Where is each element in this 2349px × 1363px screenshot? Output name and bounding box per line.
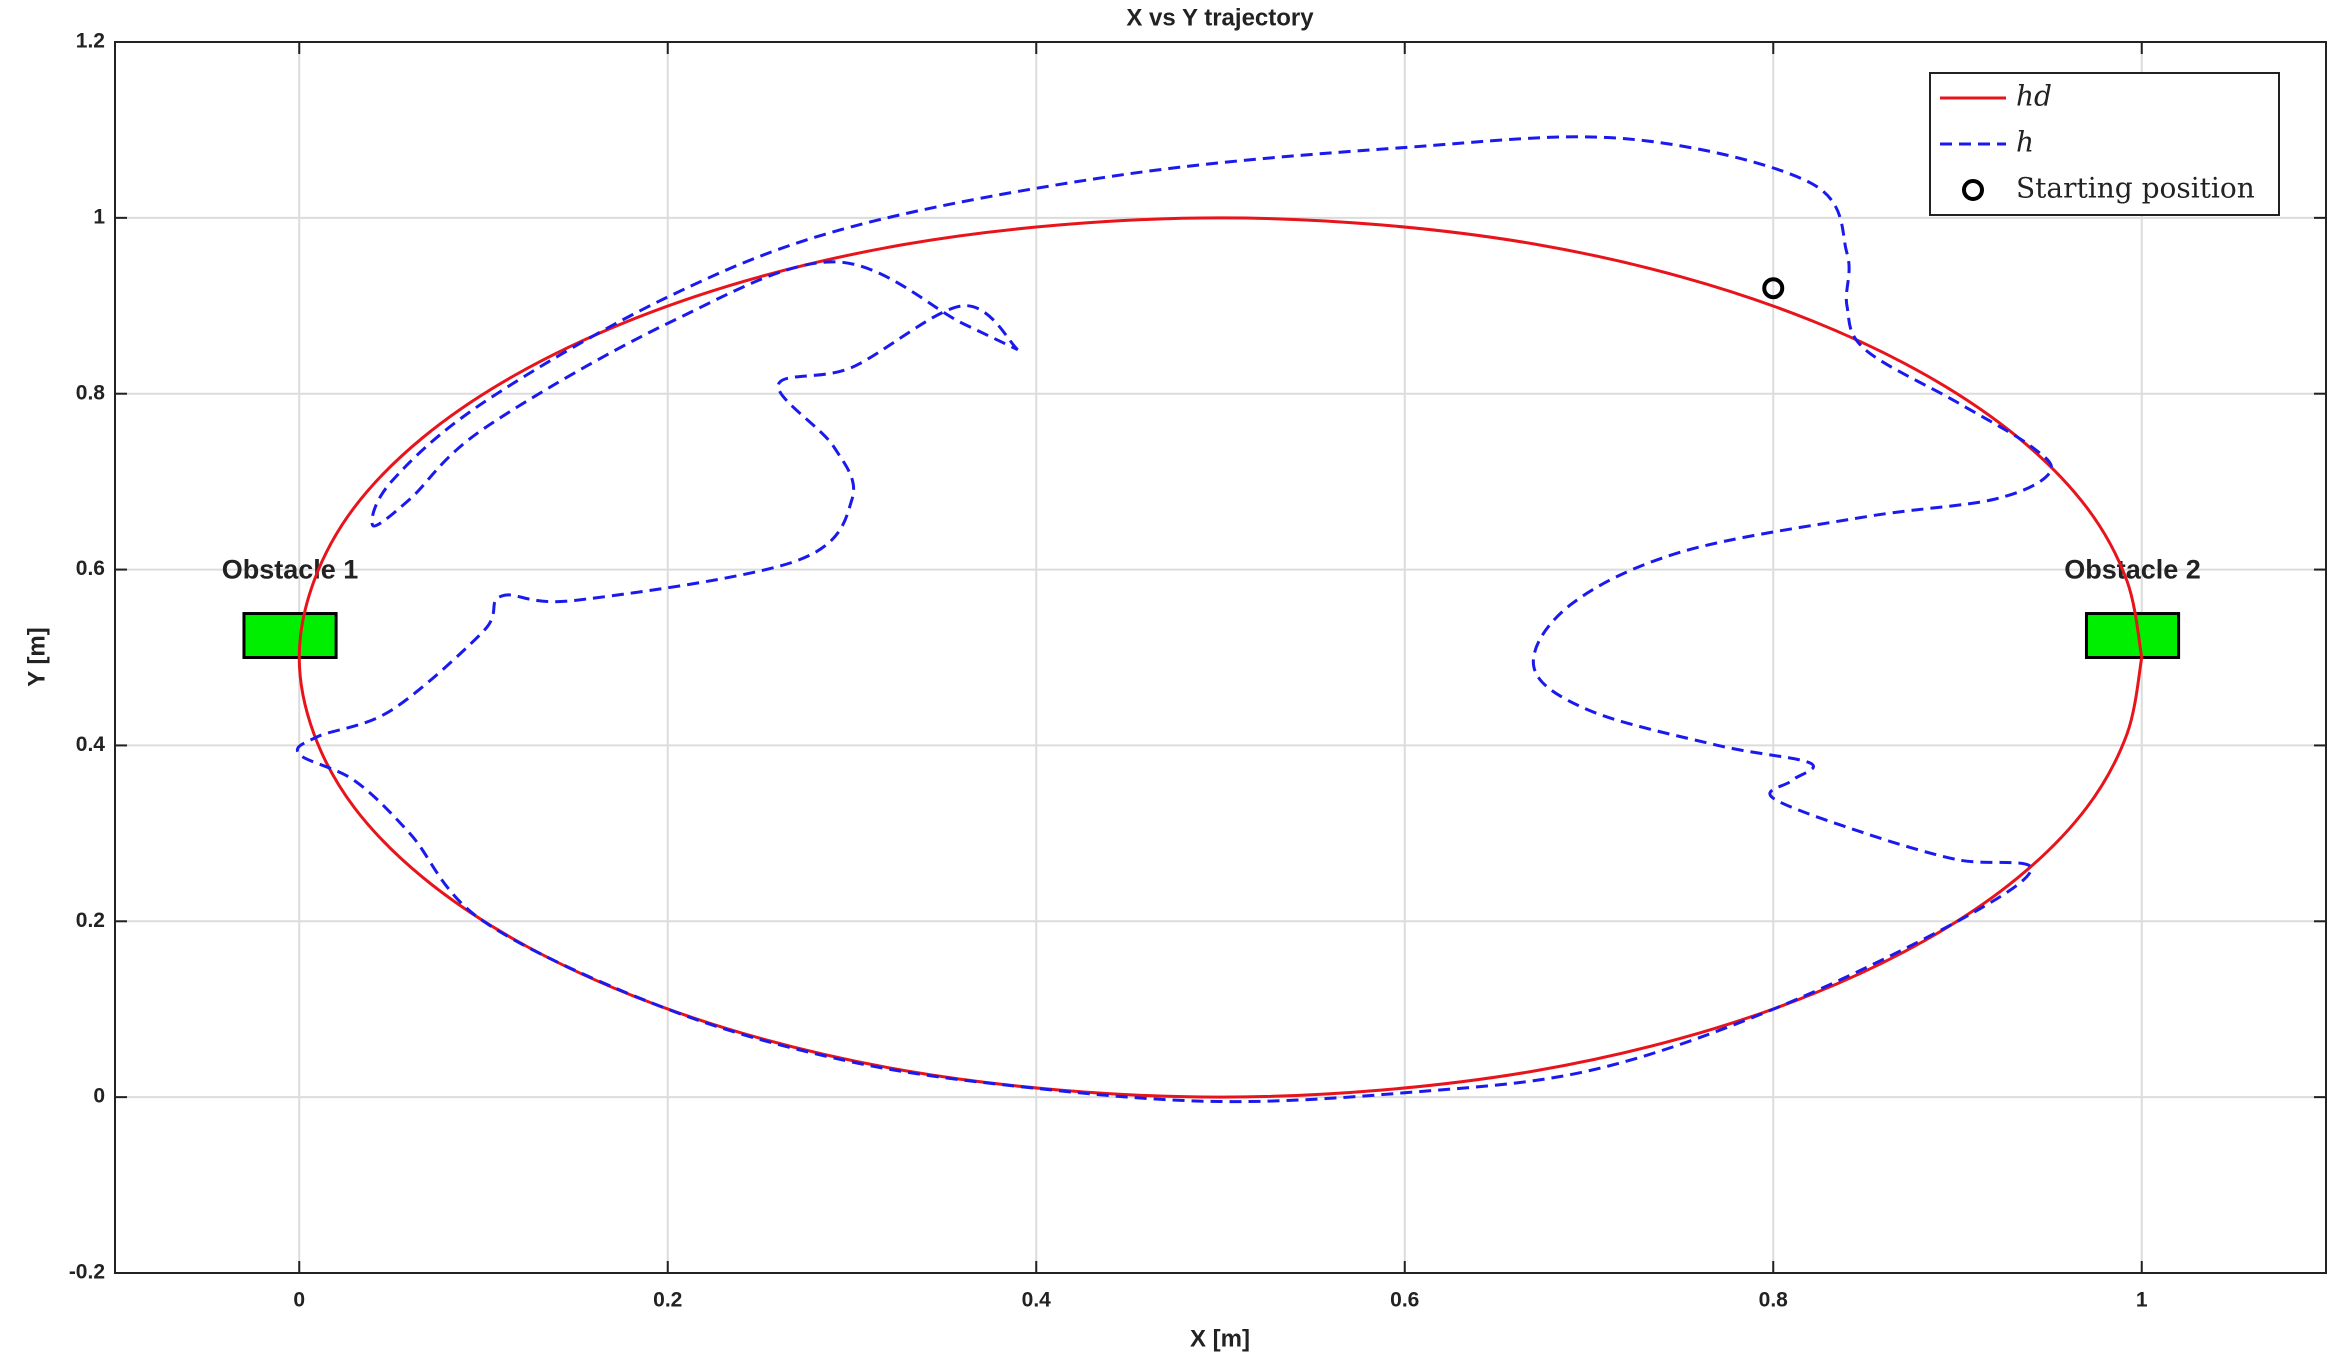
x-tick-label: 0.4 bbox=[1022, 1289, 1052, 1312]
chart-title: X vs Y trajectory bbox=[1126, 4, 1314, 31]
x-tick-label: 0.8 bbox=[1759, 1289, 1789, 1312]
trajectory-line bbox=[297, 216, 2144, 1099]
y-axis-label: Y [m] bbox=[23, 627, 50, 687]
obstacle-label: Obstacle 1 bbox=[222, 555, 359, 585]
plot-frame bbox=[114, 41, 2327, 1274]
y-tick-label: 0 bbox=[93, 1085, 105, 1108]
y-tick-label: 1.2 bbox=[76, 30, 105, 53]
legend-label: h bbox=[2016, 126, 2034, 159]
legend-marker bbox=[1962, 179, 1984, 201]
y-tick-label: 0.4 bbox=[76, 733, 106, 756]
y-tick-label: 0.8 bbox=[76, 381, 106, 404]
trajectory-line bbox=[295, 135, 2053, 1104]
x-tick-label: 0.2 bbox=[653, 1289, 682, 1312]
x-tick-label: 0 bbox=[293, 1289, 305, 1312]
start-marker bbox=[1762, 277, 1785, 300]
x-tick-label: 0.6 bbox=[1390, 1289, 1419, 1312]
obstacle bbox=[242, 612, 338, 659]
y-tick-label: -0.2 bbox=[69, 1261, 105, 1284]
y-tick-label: 0.2 bbox=[76, 909, 105, 932]
y-tick-label: 1 bbox=[93, 205, 105, 228]
y-tick-label: 0.6 bbox=[76, 557, 105, 580]
x-axis-label: X [m] bbox=[1190, 1325, 1250, 1352]
obstacle-label: Obstacle 2 bbox=[2064, 555, 2201, 585]
legend-label: hd bbox=[2016, 80, 2052, 113]
legend-label: Starting position bbox=[2016, 172, 2255, 205]
x-tick-label: 1 bbox=[2136, 1289, 2148, 1312]
obstacle bbox=[2084, 612, 2181, 659]
